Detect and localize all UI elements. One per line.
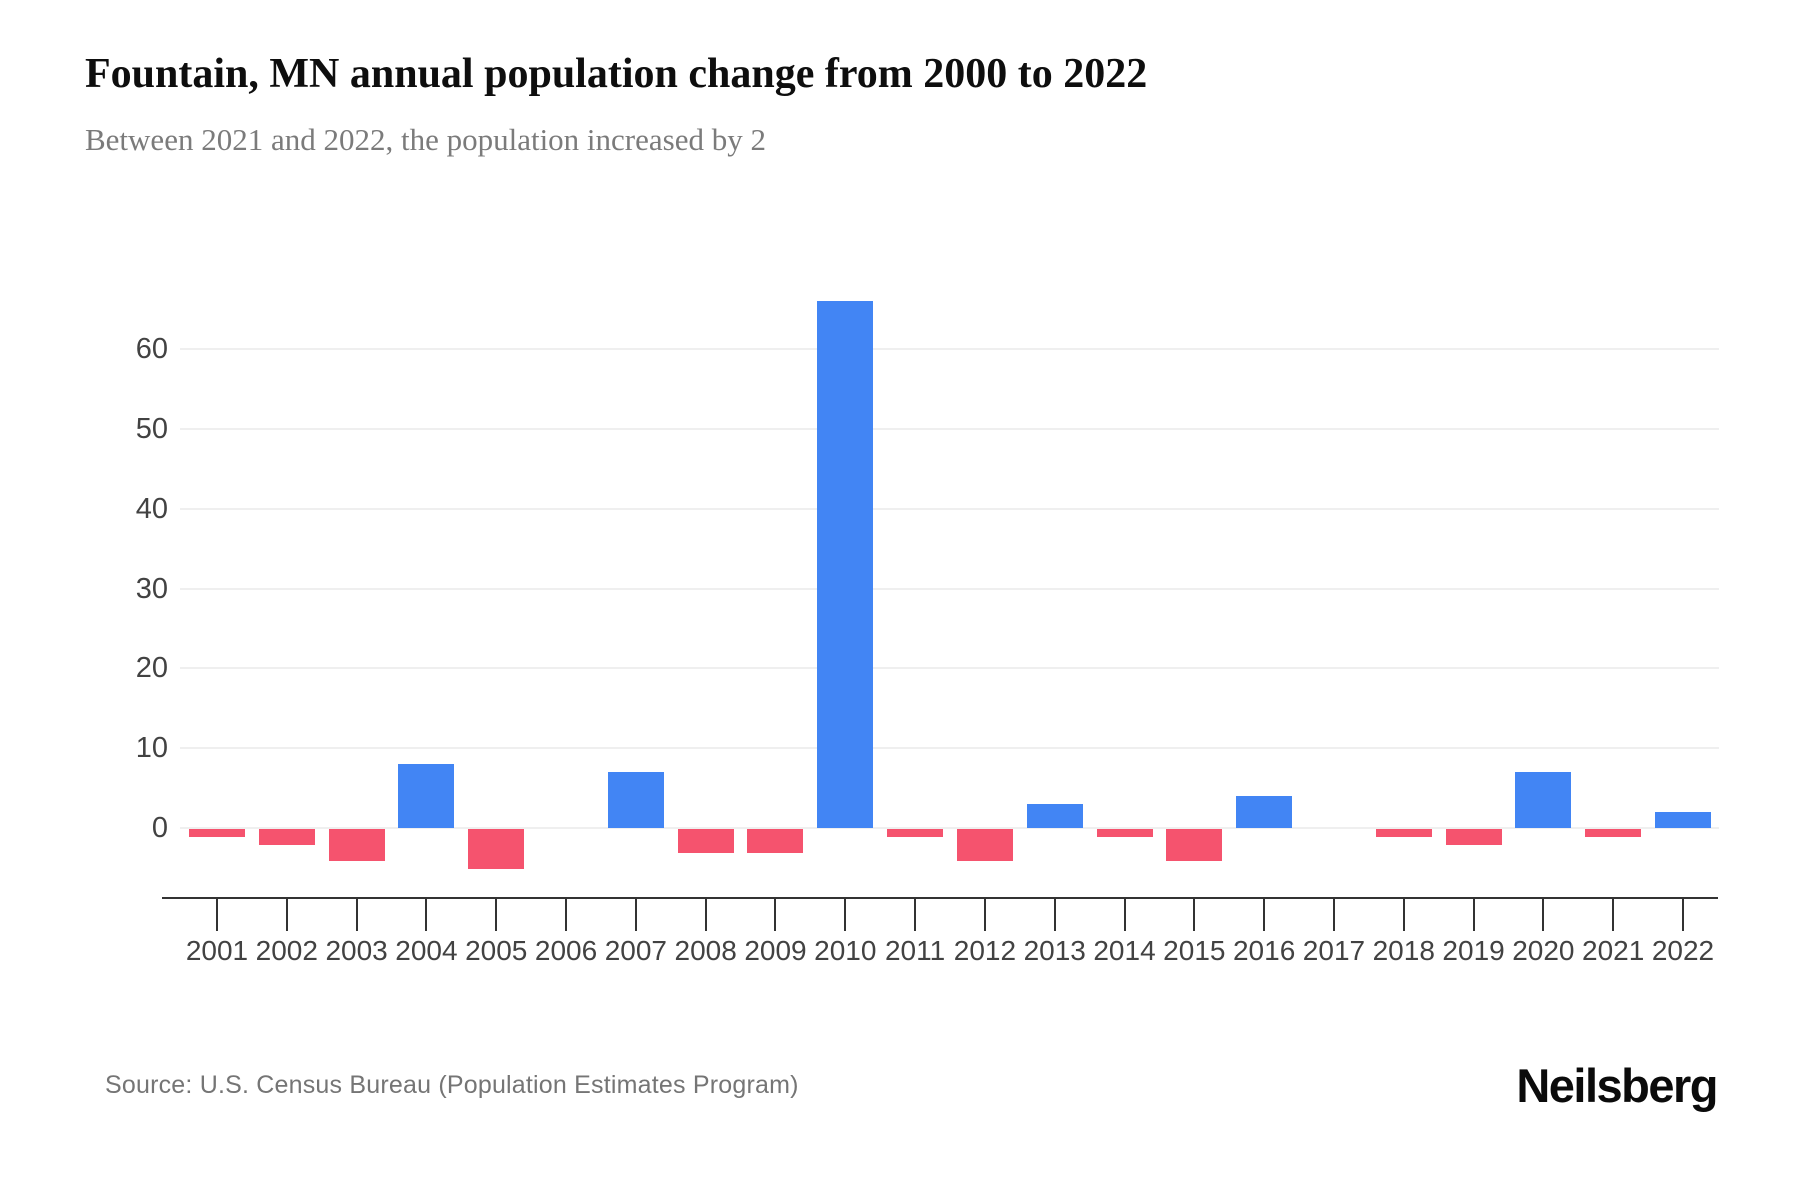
x-axis-label-2021: 2021 — [1582, 935, 1645, 966]
bar-2010[interactable] — [817, 301, 874, 828]
bar-2018[interactable] — [1375, 829, 1432, 837]
chart-footer: Source: U.S. Census Bureau (Population E… — [105, 1058, 1718, 1113]
bar-2014[interactable] — [1096, 829, 1153, 837]
bar-2012[interactable] — [956, 829, 1013, 861]
x-axis-label-2008: 2008 — [674, 935, 737, 966]
x-axis-tick-2008 — [704, 899, 707, 931]
x-axis-tick-2022 — [1682, 899, 1684, 931]
x-axis-tick-2012 — [983, 899, 986, 931]
x-axis-line — [162, 897, 1718, 899]
x-axis-label-2012: 2012 — [953, 935, 1017, 966]
x-axis-tick-2019 — [1472, 899, 1475, 931]
x-axis-label-2011: 2011 — [884, 935, 946, 966]
x-axis-tick-2014 — [1123, 899, 1126, 931]
bar-2008[interactable] — [677, 829, 734, 853]
bar-2016[interactable] — [1236, 796, 1293, 828]
bar-2009[interactable] — [747, 829, 804, 853]
gridline-0 — [180, 827, 1719, 829]
x-axis-label-2020: 2020 — [1512, 935, 1575, 966]
y-axis-label-50: 50 — [135, 413, 168, 445]
bar-2001[interactable] — [189, 829, 245, 837]
x-axis-label-2016: 2016 — [1232, 935, 1296, 966]
x-axis-label-2006: 2006 — [534, 935, 598, 966]
y-axis-label-30: 30 — [135, 572, 168, 605]
bar-2015[interactable] — [1166, 829, 1223, 861]
y-axis-label-40: 40 — [135, 492, 168, 525]
x-axis-label-2005: 2005 — [465, 935, 528, 966]
y-axis-label-20: 20 — [135, 652, 168, 685]
x-axis-tick-2006 — [565, 899, 568, 931]
x-axis-tick-2002 — [285, 899, 288, 931]
x-axis-label-2002: 2002 — [255, 935, 318, 966]
x-axis-tick-2003 — [355, 899, 358, 931]
bar-2003[interactable] — [328, 829, 385, 861]
x-axis-tick-2015 — [1193, 899, 1196, 931]
gridline-40 — [180, 507, 1719, 510]
x-axis-tick-2021 — [1612, 899, 1615, 931]
x-axis-tick-2001 — [216, 899, 218, 931]
x-axis-tick-2017 — [1332, 899, 1335, 931]
gridline-10 — [180, 747, 1719, 750]
source-note: Source: U.S. Census Bureau (Population E… — [105, 1071, 799, 1099]
chart-header: Fountain, MN annual population change fr… — [85, 50, 1705, 158]
x-axis-label-2003: 2003 — [325, 935, 388, 966]
x-axis-label-2018: 2018 — [1372, 935, 1435, 966]
y-axis-label-60: 60 — [135, 333, 168, 366]
gridline-60 — [180, 348, 1719, 351]
bar-2007[interactable] — [607, 772, 664, 828]
y-axis-label-0: 0 — [151, 812, 168, 844]
bar-2022[interactable] — [1655, 812, 1711, 828]
y-axis-label-10: 10 — [135, 732, 168, 765]
x-axis-label-2009: 2009 — [744, 935, 807, 966]
x-axis-tick-2010 — [844, 899, 847, 931]
chart-title: Fountain, MN annual population change fr… — [85, 51, 1148, 97]
bar-2004[interactable] — [398, 764, 455, 828]
x-axis-label-2015: 2015 — [1163, 935, 1226, 966]
x-axis-label-2014: 2014 — [1093, 935, 1156, 966]
bar-2005[interactable] — [468, 829, 525, 869]
x-axis-label-2001: 2001 — [185, 935, 249, 966]
chart-subtitle: Between 2021 and 2022, the population in… — [85, 122, 766, 158]
bar-2011[interactable] — [887, 829, 944, 837]
x-axis-tick-2020 — [1542, 899, 1545, 931]
bar-2020[interactable] — [1515, 772, 1572, 828]
bar-2019[interactable] — [1445, 829, 1502, 845]
x-axis-tick-2007 — [634, 899, 637, 931]
x-axis-label-2013: 2013 — [1023, 935, 1086, 966]
x-axis-label-2004: 2004 — [395, 935, 458, 966]
x-axis-label-2010: 2010 — [814, 935, 877, 966]
gridline-20 — [180, 667, 1719, 670]
brand-logo[interactable]: Neilsberg — [1516, 1059, 1718, 1112]
bar-2021[interactable] — [1585, 829, 1642, 837]
x-axis-label-2007: 2007 — [604, 935, 667, 966]
x-axis-tick-2016 — [1263, 899, 1266, 931]
x-axis-label-2019: 2019 — [1442, 935, 1505, 966]
x-axis-tick-2009 — [774, 899, 777, 931]
x-axis-tick-2013 — [1053, 899, 1056, 931]
x-axis-tick-2011 — [914, 899, 917, 931]
x-axis-label-2022: 2022 — [1651, 935, 1715, 966]
bar-2002[interactable] — [258, 829, 315, 845]
x-axis-tick-2018 — [1402, 899, 1405, 931]
gridline-50 — [180, 428, 1719, 430]
x-axis-tick-2004 — [425, 899, 428, 931]
bar-2013[interactable] — [1026, 804, 1083, 828]
gridline-30 — [180, 587, 1719, 590]
x-axis-label-2017: 2017 — [1302, 935, 1366, 966]
x-axis-tick-2005 — [495, 899, 498, 931]
